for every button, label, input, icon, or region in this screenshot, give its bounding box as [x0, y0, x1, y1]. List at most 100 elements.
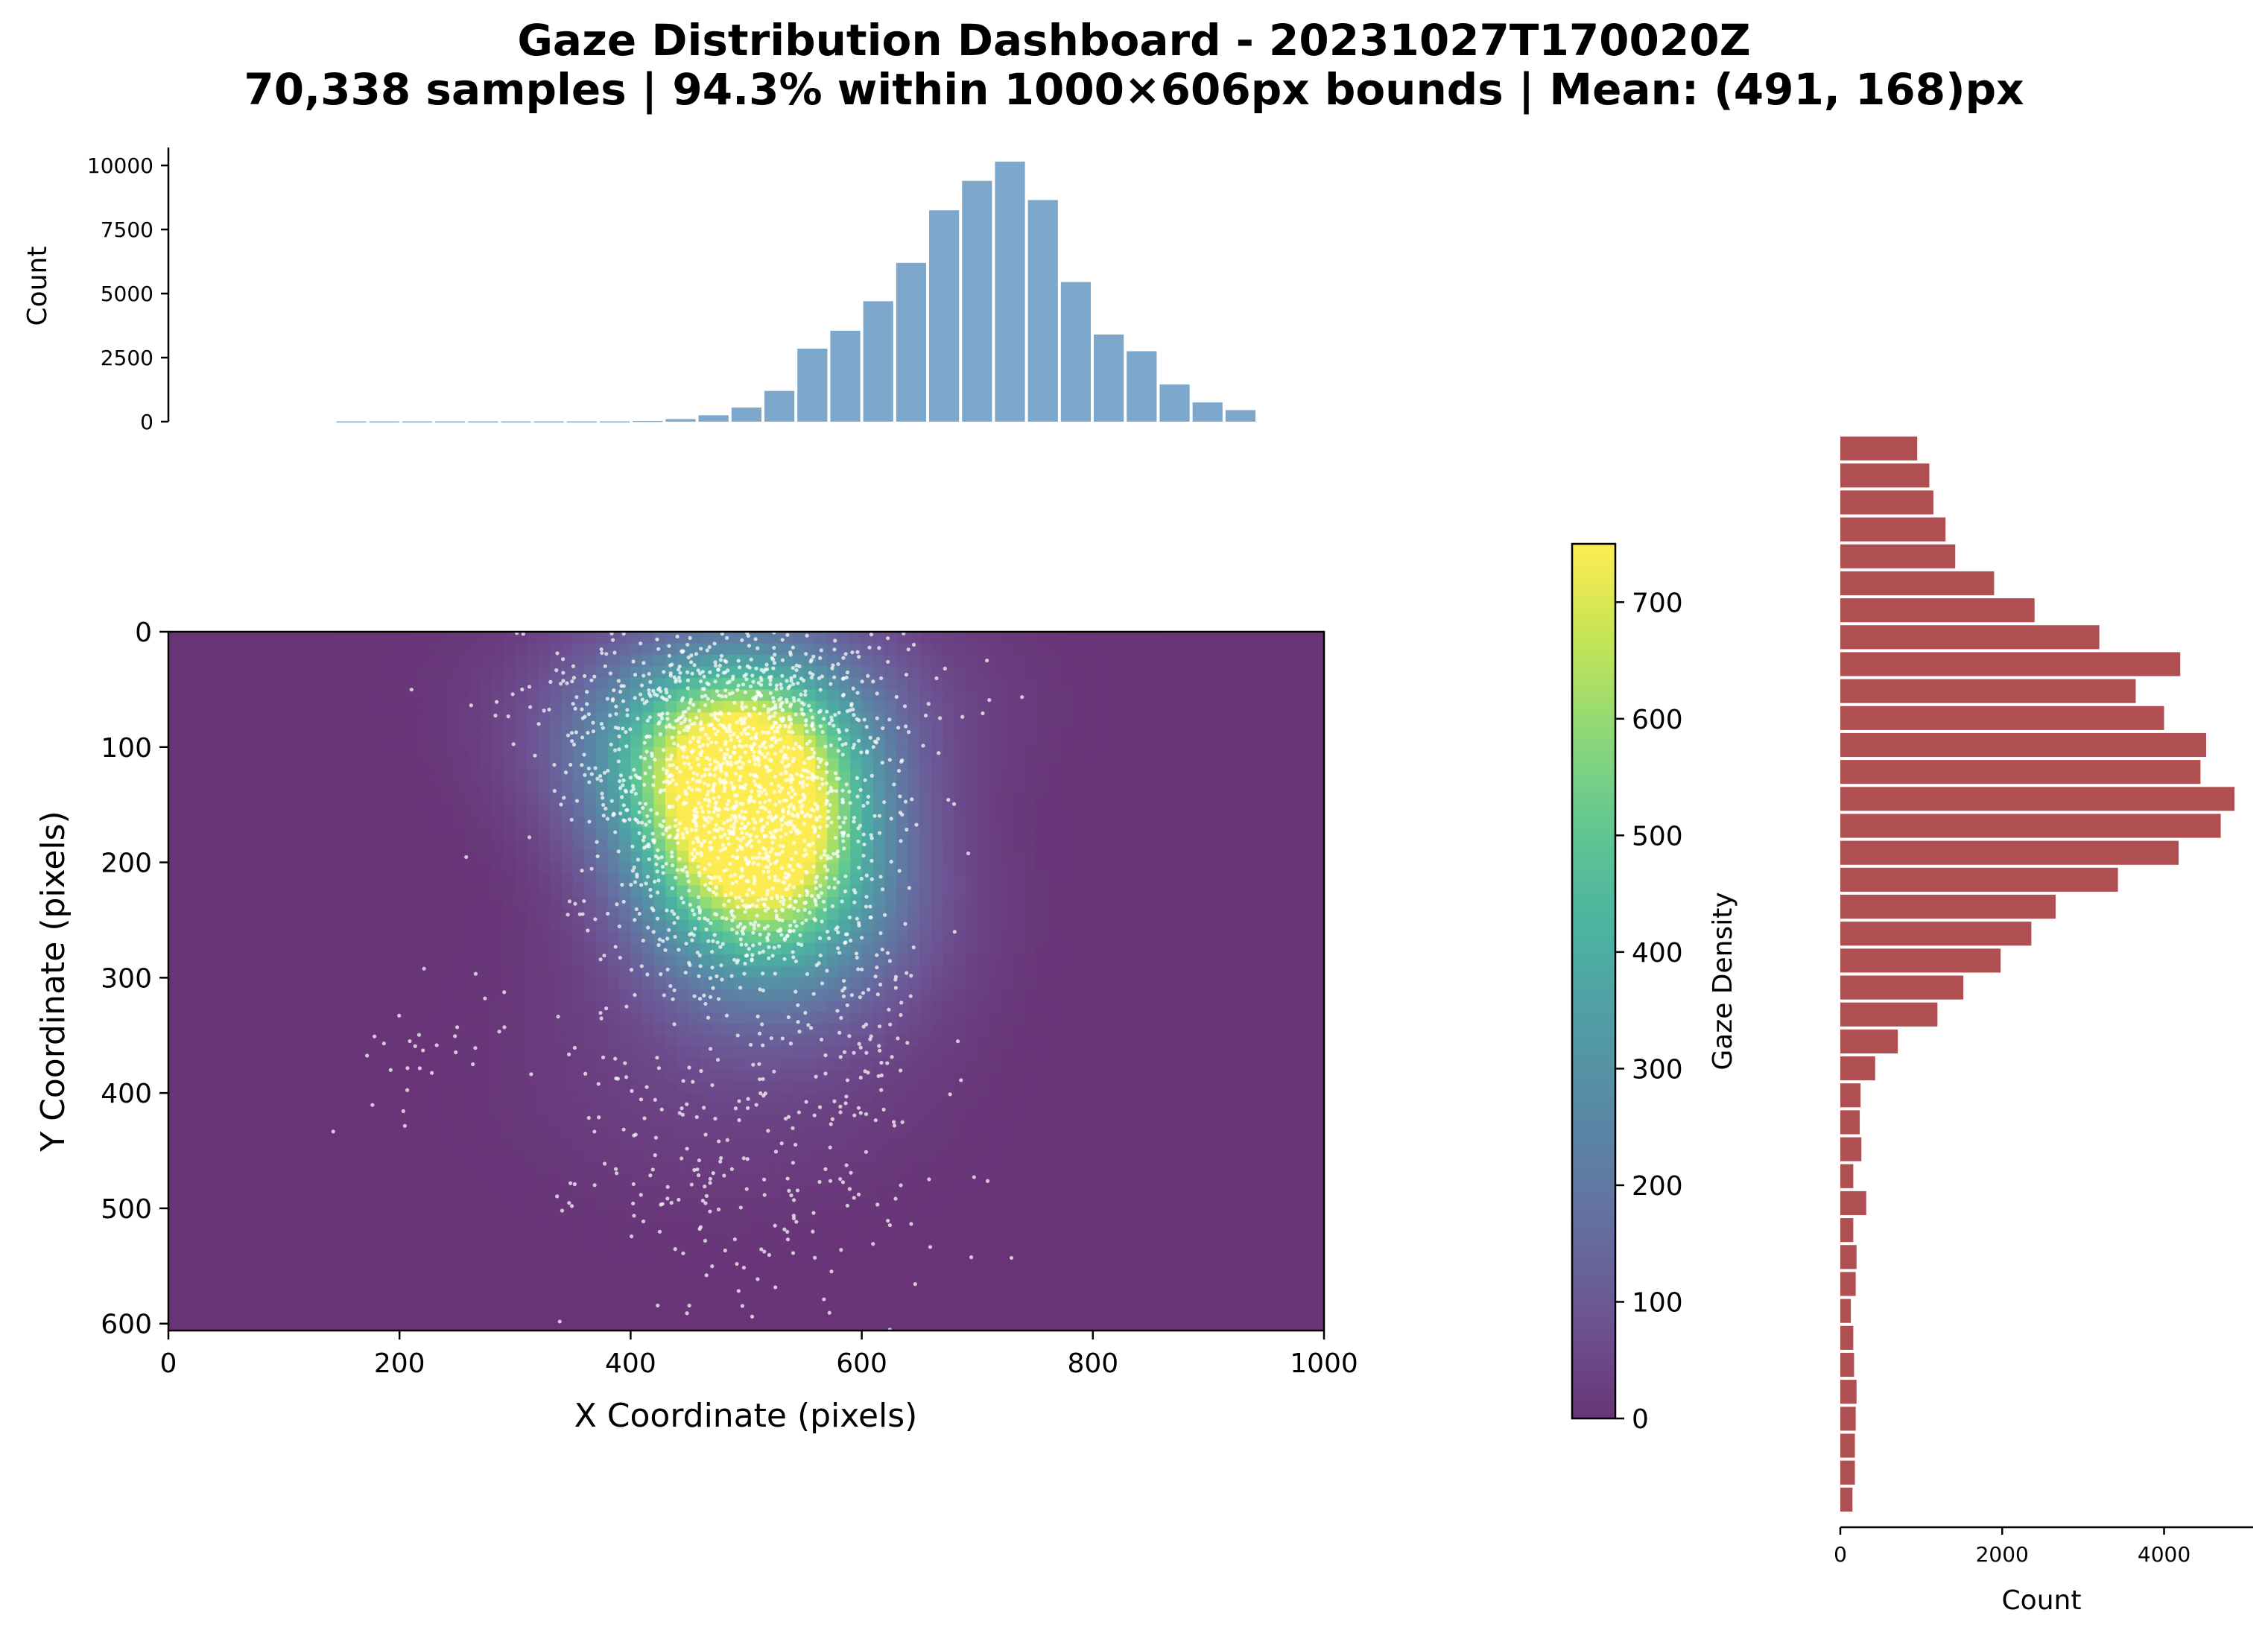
heatmap-cell — [1266, 700, 1279, 713]
heatmap-cell — [446, 908, 458, 921]
heatmap-cell — [595, 666, 608, 679]
heatmap-cell — [1277, 1093, 1290, 1106]
heatmap-cell — [1000, 862, 1013, 875]
heatmap-cell — [261, 1185, 273, 1198]
heatmap-cell — [1254, 770, 1267, 782]
heatmap-cell — [1150, 746, 1163, 759]
heatmap-cell — [191, 1150, 204, 1163]
heatmap-cell — [1162, 977, 1174, 990]
heatmap-cell — [1197, 942, 1209, 955]
heatmap-cell — [1300, 770, 1314, 782]
heatmap-cell — [480, 700, 492, 713]
heatmap-cell — [422, 954, 435, 967]
heatmap-cell — [168, 1047, 181, 1059]
heatmap-cell — [1289, 862, 1302, 875]
heatmap-cell — [1289, 897, 1302, 910]
heatmap-cell — [480, 643, 492, 656]
heatmap-cell — [422, 1185, 435, 1198]
heatmap-cell — [630, 723, 643, 736]
heatmap-cell — [272, 1116, 285, 1129]
heatmap-cell — [561, 1162, 574, 1175]
heatmap-cell — [1312, 1093, 1324, 1106]
heatmap-cell — [815, 1093, 828, 1106]
heatmap-cell — [215, 816, 227, 828]
heatmap-cell — [989, 931, 1001, 944]
heatmap-cell — [1312, 1081, 1324, 1094]
heatmap-cell — [1012, 1104, 1024, 1117]
heatmap-cell — [1000, 1139, 1013, 1152]
heatmap-cell — [203, 1058, 215, 1071]
heatmap-cell — [538, 677, 551, 690]
heatmap-cell — [954, 1139, 966, 1152]
heatmap-cell — [1092, 770, 1105, 782]
heatmap-cell — [411, 723, 423, 736]
heatmap-cell — [723, 1070, 735, 1082]
heatmap-cell — [1035, 1162, 1048, 1175]
heatmap-cell — [838, 805, 851, 817]
heatmap-cell — [1185, 805, 1197, 817]
heatmap-cell — [387, 1035, 400, 1047]
heatmap-cell — [515, 1081, 528, 1094]
heatmap-cell — [1289, 700, 1302, 713]
heatmap-cell — [572, 723, 585, 736]
heatmap-cell — [387, 781, 400, 794]
heatmap-cell — [734, 942, 747, 955]
heatmap-cell — [954, 828, 966, 840]
heatmap-cell — [411, 954, 423, 967]
heatmap-cell — [503, 839, 516, 852]
heatmap-cell — [168, 1173, 181, 1186]
heatmap-cell — [364, 735, 377, 748]
heatmap-cell — [191, 1139, 204, 1152]
heatmap-cell — [907, 735, 920, 748]
heatmap-cell — [561, 874, 574, 887]
heatmap-cell — [1138, 954, 1151, 967]
heatmap-cell — [284, 1173, 297, 1186]
heatmap-cell — [226, 700, 238, 713]
heatmap-cell — [226, 1093, 238, 1106]
heatmap-cell — [1277, 677, 1290, 690]
heatmap-cell — [1092, 654, 1105, 668]
heatmap-cell — [330, 1070, 343, 1082]
heatmap-cell — [249, 919, 262, 933]
heatmap-cell — [896, 700, 909, 713]
heatmap-cell — [295, 632, 308, 644]
heatmap-cell — [203, 966, 215, 978]
heatmap-cell — [907, 1093, 920, 1106]
heatmap-cell — [1069, 1058, 1082, 1071]
heatmap-cell — [711, 919, 724, 933]
heatmap-cell — [215, 643, 227, 656]
heatmap-cell — [249, 666, 262, 679]
heatmap-cell — [457, 1024, 469, 1036]
heatmap-cell — [1162, 735, 1174, 748]
heatmap-cell — [1069, 1070, 1082, 1082]
heatmap-cell — [1208, 931, 1221, 944]
heatmap-cell — [1023, 885, 1036, 898]
heatmap-cell — [954, 816, 966, 828]
heatmap-cell — [249, 677, 262, 690]
heatmap-cell — [1231, 689, 1244, 702]
heatmap-cell — [307, 816, 320, 828]
heatmap-cell — [1081, 966, 1094, 978]
heatmap-cell — [1000, 1173, 1013, 1186]
heatmap-cell — [515, 677, 528, 690]
heatmap-cell — [1058, 874, 1071, 887]
heatmap-cell — [1127, 758, 1140, 771]
heatmap-cell — [411, 1162, 423, 1175]
heatmap-cell — [584, 1162, 597, 1175]
heatmap-cell — [422, 1012, 435, 1024]
heatmap-cell — [572, 862, 585, 875]
heatmap-cell — [434, 1150, 446, 1163]
heatmap-cell — [526, 908, 539, 921]
heatmap-cell — [919, 1162, 932, 1175]
heatmap-cell — [1289, 977, 1302, 990]
heatmap-cell — [966, 1173, 978, 1186]
heatmap-cell — [1069, 1104, 1082, 1117]
heatmap-cell — [1069, 1150, 1082, 1163]
heatmap-cell — [711, 643, 724, 656]
heatmap-cell — [215, 1047, 227, 1059]
heatmap-cell — [734, 1081, 747, 1094]
heatmap-cell — [1162, 885, 1174, 898]
heatmap-cell — [284, 1127, 297, 1140]
heatmap-cell — [1312, 723, 1324, 736]
heatmap-cell — [907, 1070, 920, 1082]
